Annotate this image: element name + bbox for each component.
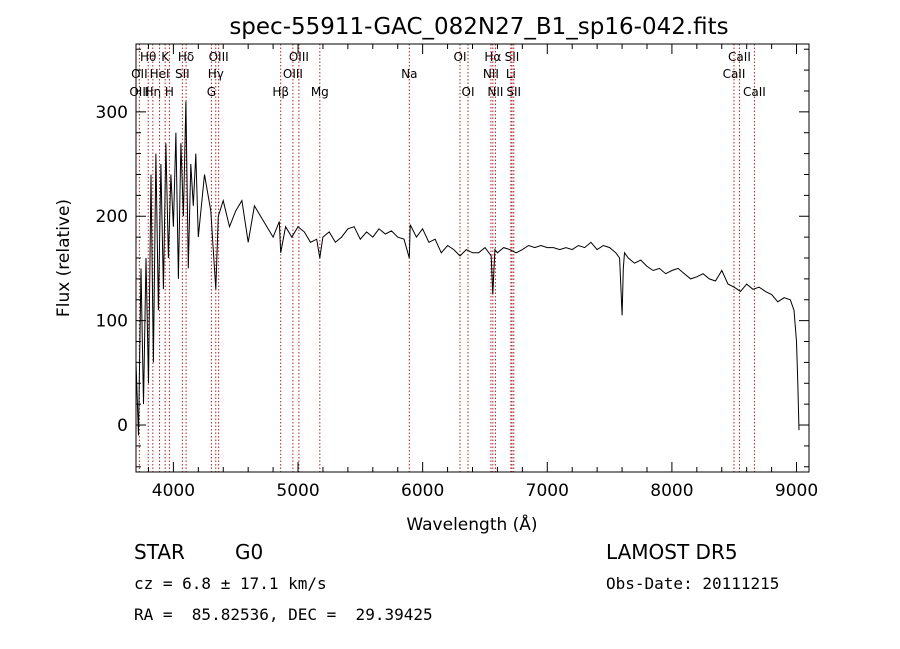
y-axis-label: Flux (relative) <box>54 199 74 317</box>
line-marker-label: Hθ <box>140 50 156 64</box>
x-tick-label: 7000 <box>526 481 569 501</box>
line-marker-label: HeI <box>150 67 170 81</box>
survey-name: LAMOST DR5 <box>606 540 738 564</box>
line-marker-label: SII <box>505 50 520 64</box>
x-tick-label: 8000 <box>650 481 693 501</box>
coordinates: RA = 85.82536, DEC = 29.39425 <box>134 605 433 624</box>
line-marker-label: Hγ <box>208 67 224 81</box>
x-tick-label: 6000 <box>401 481 444 501</box>
line-marker-label: OIII <box>209 50 229 64</box>
object-subclass: G0 <box>235 540 264 564</box>
line-marker-label: NII <box>483 67 499 81</box>
chart-title: spec-55911-GAC_082N27_B1_sp16-042.fits <box>229 14 728 40</box>
line-marker-label: CaII <box>723 67 746 81</box>
x-tick-label: 9000 <box>775 481 818 501</box>
line-marker-label: NII <box>487 85 503 99</box>
x-axis-label: Wavelength (Å) <box>406 513 537 535</box>
line-marker-label: Na <box>401 67 417 81</box>
line-marker-label: OII <box>131 67 148 81</box>
y-tick-label: 0 <box>117 416 128 436</box>
line-marker-label: Mg <box>311 85 329 99</box>
redshift-value: cz = 6.8 ± 17.1 km/s <box>134 574 327 593</box>
plot-frame <box>135 43 810 473</box>
line-marker-label: Li <box>506 67 516 81</box>
line-marker-label: SII <box>175 67 190 81</box>
axis-ticks: 4000 5000 6000 7000 8000 9000 0 100 200 300 <box>96 44 818 501</box>
line-marker-label: H <box>165 85 174 99</box>
line-marker-label: Hη <box>145 85 162 99</box>
y-tick-label: 100 <box>96 312 128 332</box>
obs-date: Obs-Date: 20111215 <box>606 574 780 593</box>
line-marker-label: CaII <box>728 50 751 64</box>
line-marker-label: Hβ <box>272 85 289 99</box>
line-marker-label: G <box>207 85 216 99</box>
line-marker-label: CaII <box>743 85 766 99</box>
object-class: STAR <box>134 540 185 564</box>
x-tick-label: 5000 <box>276 481 319 501</box>
line-marker-label: OIII <box>289 50 309 64</box>
line-marker-label: SII <box>506 85 521 99</box>
line-marker-label: Hα <box>484 50 501 64</box>
y-tick-label: 200 <box>96 207 128 227</box>
x-tick-label: 4000 <box>152 481 195 501</box>
y-tick-label: 300 <box>96 103 128 123</box>
spectrum-line <box>135 101 800 436</box>
line-marker-label: OIII <box>129 85 149 99</box>
line-marker-label: OIII <box>283 67 303 81</box>
line-marker-label: OI <box>462 85 475 99</box>
line-marker-label: K <box>161 50 170 64</box>
line-marker-label: OI <box>454 50 467 64</box>
line-marker-label: Hδ <box>178 50 194 64</box>
